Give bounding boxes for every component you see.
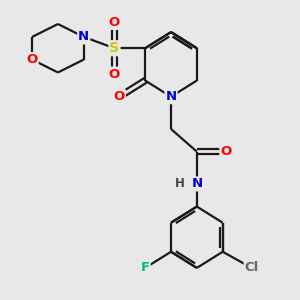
Text: O: O xyxy=(220,145,232,158)
Text: S: S xyxy=(110,41,119,55)
Text: N: N xyxy=(165,90,177,103)
Text: O: O xyxy=(109,68,120,81)
Text: N: N xyxy=(191,177,203,190)
Text: O: O xyxy=(109,16,120,29)
Text: F: F xyxy=(141,261,150,274)
Text: Cl: Cl xyxy=(244,261,259,274)
Text: O: O xyxy=(26,53,38,66)
Text: N: N xyxy=(78,30,89,44)
Text: O: O xyxy=(114,90,125,103)
Text: H: H xyxy=(175,177,185,190)
